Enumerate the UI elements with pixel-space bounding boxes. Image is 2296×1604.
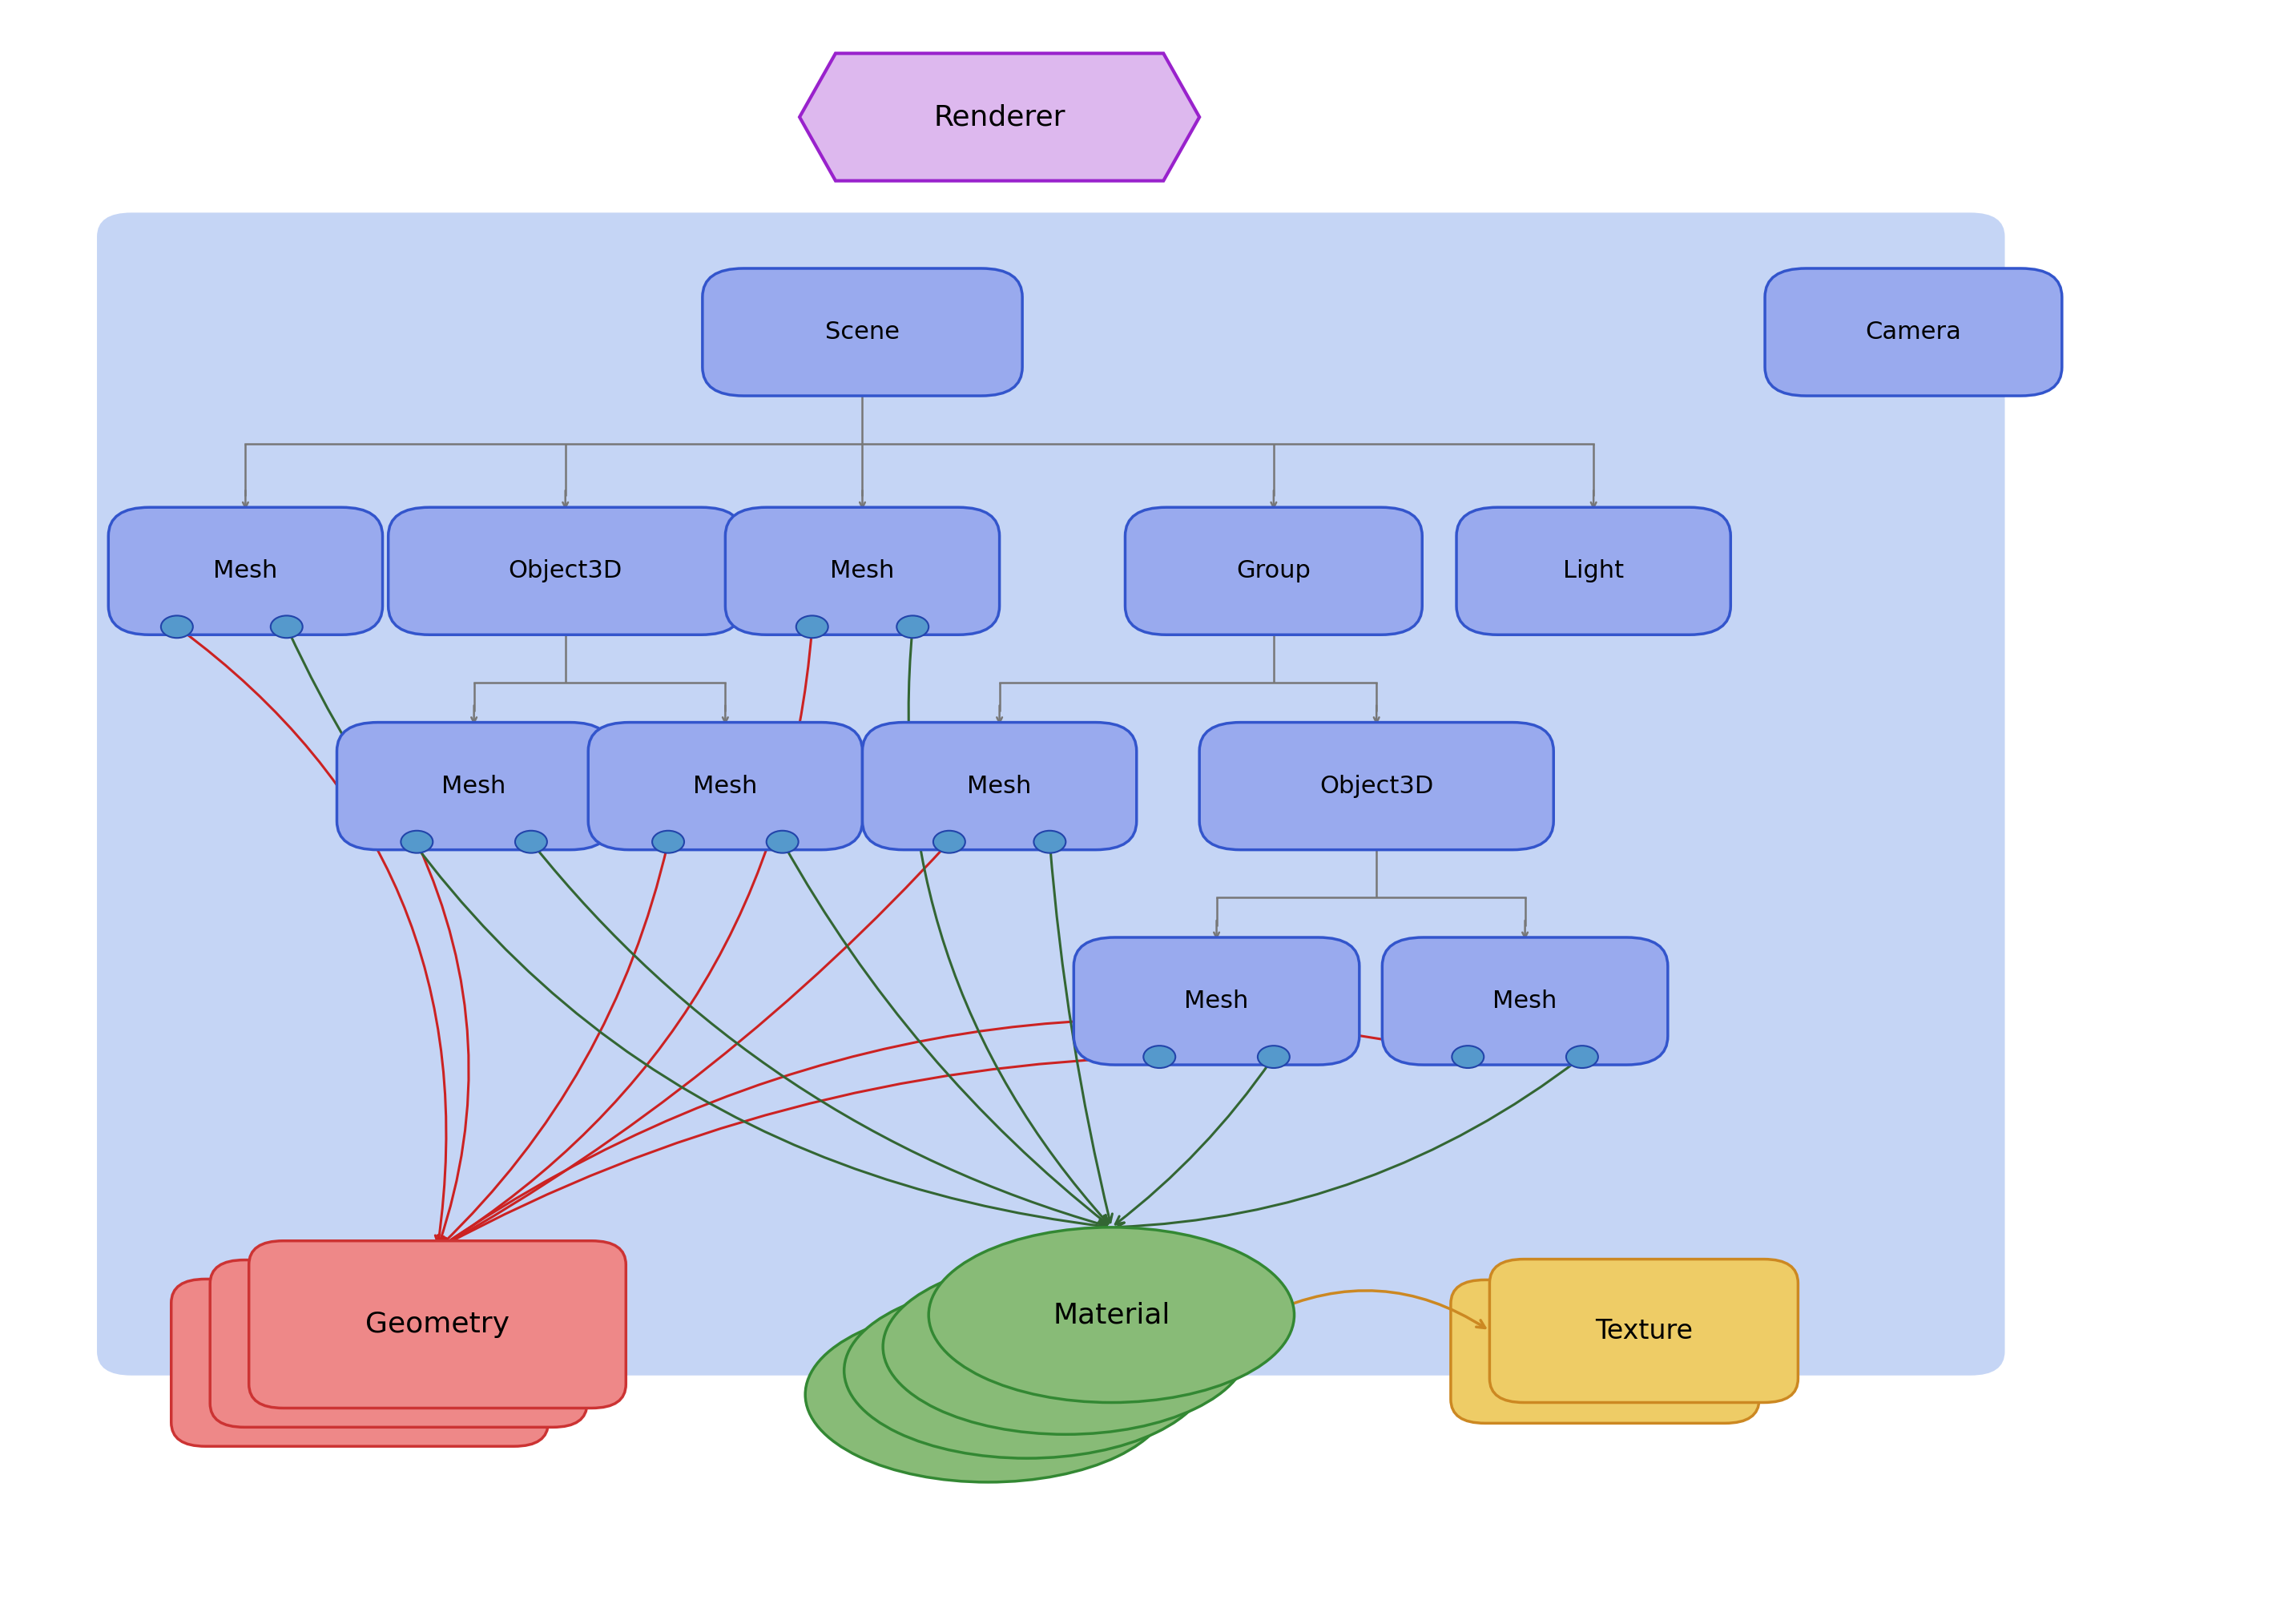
FancyBboxPatch shape xyxy=(1382,937,1667,1065)
FancyBboxPatch shape xyxy=(1456,507,1731,635)
Circle shape xyxy=(1033,831,1065,853)
FancyBboxPatch shape xyxy=(726,507,999,635)
Polygon shape xyxy=(799,53,1199,181)
FancyBboxPatch shape xyxy=(1125,507,1421,635)
FancyBboxPatch shape xyxy=(338,722,611,850)
Circle shape xyxy=(1451,1046,1483,1068)
Text: Texture: Texture xyxy=(1596,1317,1692,1344)
FancyBboxPatch shape xyxy=(863,722,1137,850)
FancyBboxPatch shape xyxy=(96,213,2004,1376)
FancyBboxPatch shape xyxy=(108,507,383,635)
Text: Mesh: Mesh xyxy=(214,560,278,582)
FancyBboxPatch shape xyxy=(1451,1280,1759,1423)
Ellipse shape xyxy=(806,1307,1171,1482)
Text: Mesh: Mesh xyxy=(693,775,758,797)
FancyBboxPatch shape xyxy=(1199,722,1554,850)
Circle shape xyxy=(932,831,964,853)
FancyBboxPatch shape xyxy=(588,722,863,850)
FancyBboxPatch shape xyxy=(703,268,1022,396)
Text: Mesh: Mesh xyxy=(1492,990,1557,1012)
Ellipse shape xyxy=(845,1283,1210,1458)
Text: Camera: Camera xyxy=(1864,321,1961,343)
Text: Mesh: Mesh xyxy=(967,775,1031,797)
Ellipse shape xyxy=(928,1227,1295,1402)
FancyBboxPatch shape xyxy=(209,1261,588,1428)
FancyBboxPatch shape xyxy=(1075,937,1359,1065)
Circle shape xyxy=(271,616,303,638)
Text: Group: Group xyxy=(1238,560,1311,582)
Circle shape xyxy=(514,831,546,853)
Text: Geometry: Geometry xyxy=(365,1310,510,1338)
Text: Material: Material xyxy=(1054,1301,1171,1328)
Circle shape xyxy=(898,616,928,638)
Text: Light: Light xyxy=(1564,560,1623,582)
Circle shape xyxy=(402,831,434,853)
Text: Mesh: Mesh xyxy=(441,775,505,797)
Text: Renderer: Renderer xyxy=(934,103,1065,130)
FancyBboxPatch shape xyxy=(1490,1259,1798,1402)
Circle shape xyxy=(1143,1046,1176,1068)
Text: Mesh: Mesh xyxy=(1185,990,1249,1012)
Text: Mesh: Mesh xyxy=(831,560,895,582)
FancyBboxPatch shape xyxy=(1766,268,2062,396)
FancyBboxPatch shape xyxy=(248,1241,627,1408)
Circle shape xyxy=(161,616,193,638)
Ellipse shape xyxy=(884,1259,1249,1434)
Circle shape xyxy=(1566,1046,1598,1068)
Circle shape xyxy=(767,831,799,853)
Text: Object3D: Object3D xyxy=(1320,775,1433,797)
FancyBboxPatch shape xyxy=(388,507,742,635)
Text: Scene: Scene xyxy=(824,321,900,343)
FancyBboxPatch shape xyxy=(172,1278,549,1447)
Text: Object3D: Object3D xyxy=(507,560,622,582)
Circle shape xyxy=(797,616,829,638)
Circle shape xyxy=(652,831,684,853)
Circle shape xyxy=(1258,1046,1290,1068)
